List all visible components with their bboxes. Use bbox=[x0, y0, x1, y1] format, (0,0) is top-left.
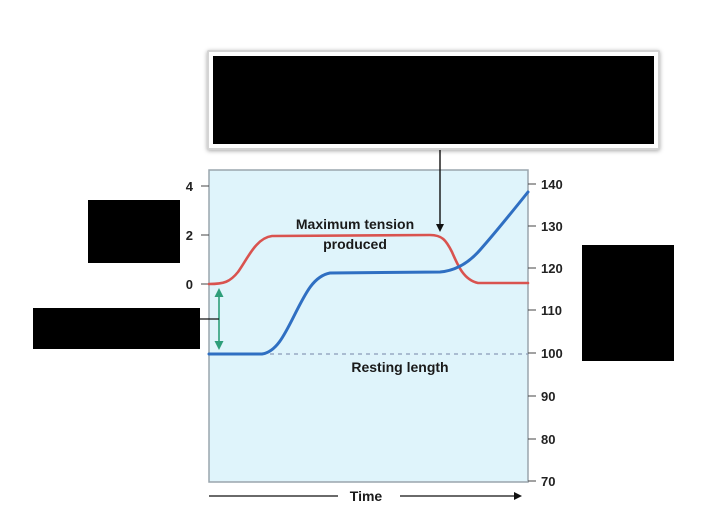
right-axis-tick-label: 70 bbox=[541, 474, 555, 489]
right-axis-tick-label: 140 bbox=[541, 177, 563, 192]
redacted-label-left-lower bbox=[33, 308, 200, 349]
redacted-label-right bbox=[582, 245, 674, 361]
redacted-label-left-upper bbox=[88, 200, 180, 263]
right-axis-tick-label: 100 bbox=[541, 346, 563, 361]
max-tension-label-line2: produced bbox=[323, 236, 387, 252]
length-curve bbox=[207, 190, 530, 356]
right-axis-tick-label: 130 bbox=[541, 219, 563, 234]
left-axis-tick-label: 0 bbox=[186, 277, 193, 292]
left-axis-tick-label: 2 bbox=[186, 228, 193, 243]
time-label: Time bbox=[350, 488, 383, 504]
right-axis-tick-label: 110 bbox=[541, 303, 562, 318]
time-axis: Time bbox=[209, 488, 522, 504]
right-axis-tick-label: 80 bbox=[541, 432, 555, 447]
redacted-label-top bbox=[213, 56, 654, 144]
resting-length-label: Resting length bbox=[351, 359, 448, 375]
max-tension-label: Maximum tension bbox=[296, 216, 414, 232]
right-axis: 140 130 120 110 100 90 80 70 bbox=[528, 177, 563, 489]
left-axis-tick-label: 4 bbox=[186, 179, 194, 194]
right-axis-tick-label: 120 bbox=[541, 261, 563, 276]
right-axis-tick-label: 90 bbox=[541, 389, 555, 404]
plot-area bbox=[208, 169, 529, 483]
left-axis: 4 2 0 bbox=[186, 179, 209, 292]
